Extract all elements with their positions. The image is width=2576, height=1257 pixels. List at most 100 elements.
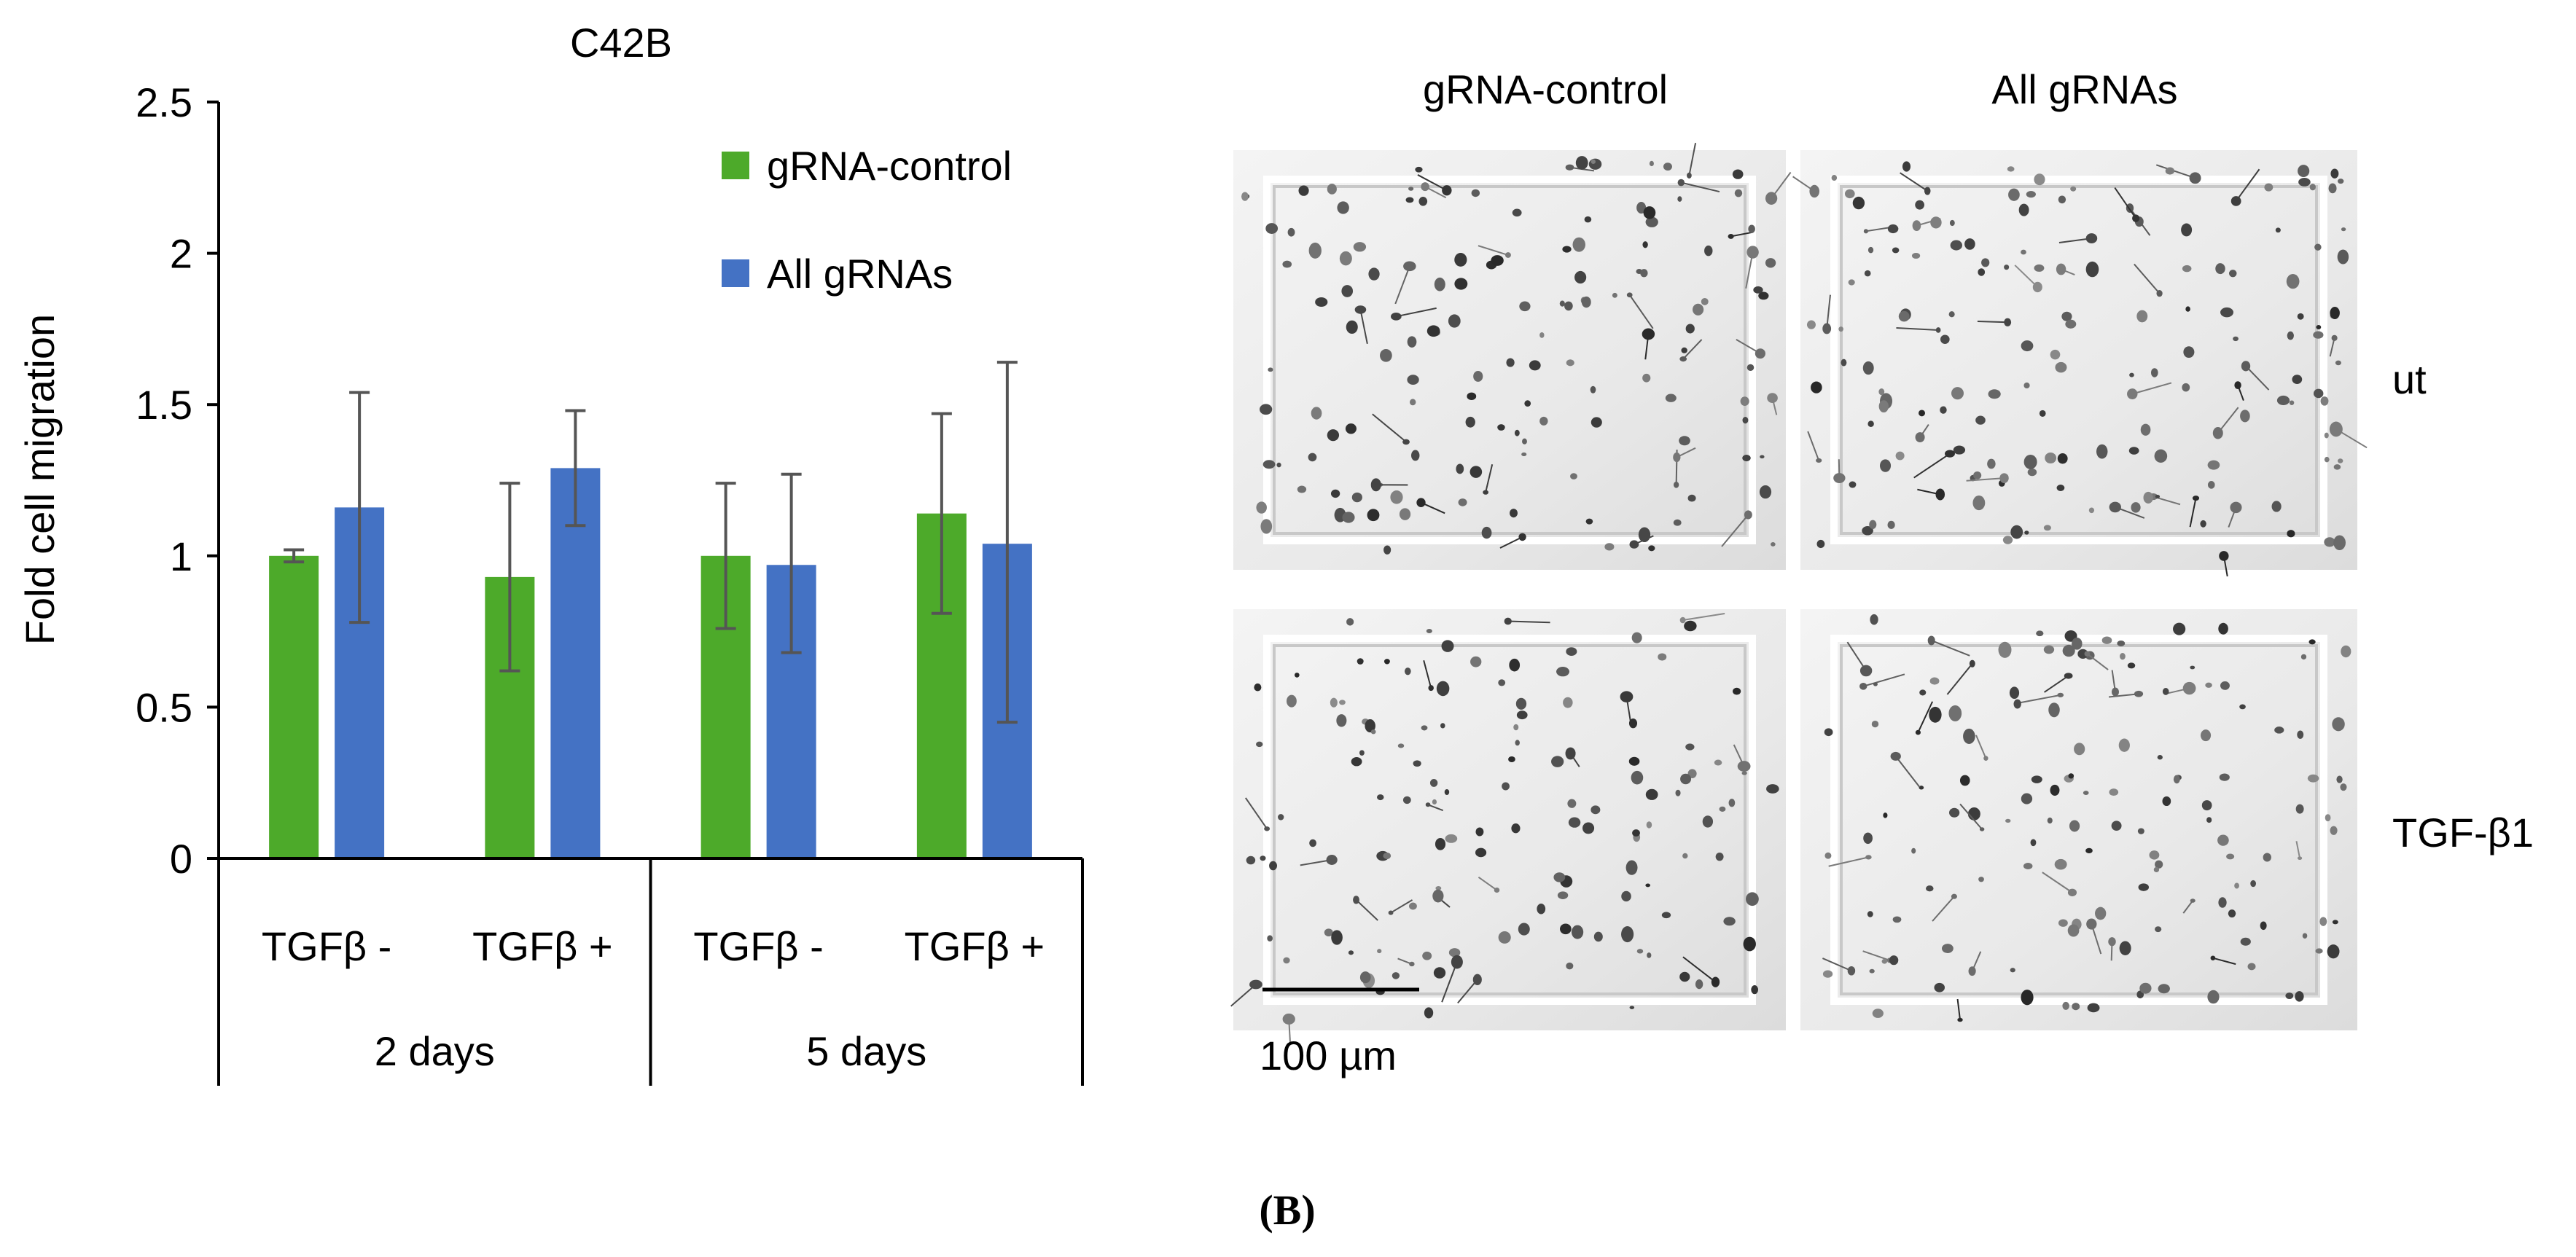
well-frame-highlight <box>1830 176 2327 544</box>
cell <box>2218 622 2228 635</box>
cell <box>2190 665 2196 670</box>
cell <box>1665 393 1677 402</box>
cell-process <box>1913 453 1951 479</box>
legend-label-gRNA-control: gRNA-control <box>767 143 1012 189</box>
cell <box>1367 509 1380 522</box>
cell <box>2336 775 2343 783</box>
cell-process <box>1838 459 1841 479</box>
cell <box>1265 223 1279 234</box>
cell <box>1260 855 1266 861</box>
legend: gRNA-control All gRNAs <box>722 143 1012 297</box>
cell <box>1892 916 1902 923</box>
cell <box>2309 184 2316 191</box>
cell <box>1631 632 1642 643</box>
cell <box>2129 372 2134 377</box>
cell <box>1636 949 1644 954</box>
cell <box>1568 817 1581 828</box>
cell <box>1951 387 1964 400</box>
cell <box>1685 324 1695 334</box>
cell <box>1883 812 1888 818</box>
y-tick-label: 0.5 <box>136 684 192 730</box>
cell <box>1260 404 1273 415</box>
x-category-label: TGFβ + <box>905 923 1045 969</box>
cell <box>2327 944 2340 959</box>
cell-process <box>1417 174 1448 192</box>
cell <box>2218 897 2227 908</box>
cell <box>1934 982 1945 992</box>
cell <box>2101 636 2112 644</box>
cell <box>2173 622 2186 635</box>
cell <box>1940 334 1950 344</box>
cell <box>1649 160 1654 167</box>
cell <box>1409 399 1416 406</box>
cell <box>2287 530 2295 538</box>
cell-process <box>1355 899 1378 921</box>
cell <box>1497 424 1505 431</box>
cell <box>1426 325 1440 337</box>
cell <box>1714 759 1722 766</box>
cell <box>2260 921 2267 931</box>
cell <box>2058 919 2068 927</box>
cell <box>1315 297 1328 308</box>
cell-process <box>2335 428 2368 449</box>
cell-process <box>2155 164 2196 179</box>
micrograph-row-label-ut: ut <box>2392 356 2427 402</box>
cell <box>2228 270 2237 278</box>
cell <box>1695 979 1703 990</box>
cell <box>1852 196 1865 210</box>
cell <box>1748 224 1755 233</box>
cell <box>1887 224 1899 234</box>
cell <box>1628 756 1640 766</box>
cell <box>2070 186 2077 192</box>
cell <box>2085 847 2093 854</box>
cell <box>2274 727 2284 734</box>
cell <box>1351 756 1362 767</box>
cell-process <box>2237 385 2244 401</box>
cell <box>2206 817 2212 823</box>
cell <box>1445 834 1458 843</box>
cell <box>1864 270 1871 277</box>
cell <box>1413 760 1421 767</box>
cell <box>1298 185 1309 196</box>
cell-process <box>1688 143 1697 176</box>
cell-process <box>1396 307 1437 318</box>
cell <box>2338 179 2344 184</box>
cell-process <box>1946 663 1973 695</box>
cell-process <box>1300 859 1332 866</box>
cell-process <box>2019 694 2061 704</box>
cell <box>2340 783 2347 791</box>
cell-process <box>1966 477 2005 482</box>
x-group-label: 5 days <box>806 1028 926 1074</box>
cell <box>1701 297 1709 305</box>
cell <box>1963 728 1975 744</box>
cell <box>2023 382 2030 389</box>
cell <box>1444 788 1450 796</box>
cell <box>2007 166 2015 172</box>
cell <box>1330 697 1338 708</box>
cell-process <box>1828 856 1869 867</box>
cell <box>1758 291 1769 300</box>
cell <box>1268 367 1273 372</box>
cell <box>1911 252 1921 259</box>
cell <box>1949 807 1960 818</box>
cell <box>2189 172 2201 184</box>
cell <box>2287 331 2294 340</box>
cell <box>1680 773 1692 785</box>
cell <box>2143 491 2153 504</box>
cell <box>1383 545 1392 555</box>
cell-process <box>1771 171 1792 199</box>
cell <box>1283 957 1290 964</box>
cell <box>2182 383 2190 392</box>
cell <box>1632 829 1640 837</box>
cell <box>1844 189 1855 199</box>
cell <box>1949 219 1955 227</box>
micrograph-background <box>1233 609 1786 1030</box>
cell <box>1422 951 1432 960</box>
cell <box>2325 814 2331 822</box>
cell <box>1959 775 1970 786</box>
cell <box>2117 640 2126 646</box>
cell-process <box>1681 181 1720 193</box>
cell <box>2295 804 2304 814</box>
cell <box>2024 530 2029 535</box>
cell <box>1760 455 1765 459</box>
